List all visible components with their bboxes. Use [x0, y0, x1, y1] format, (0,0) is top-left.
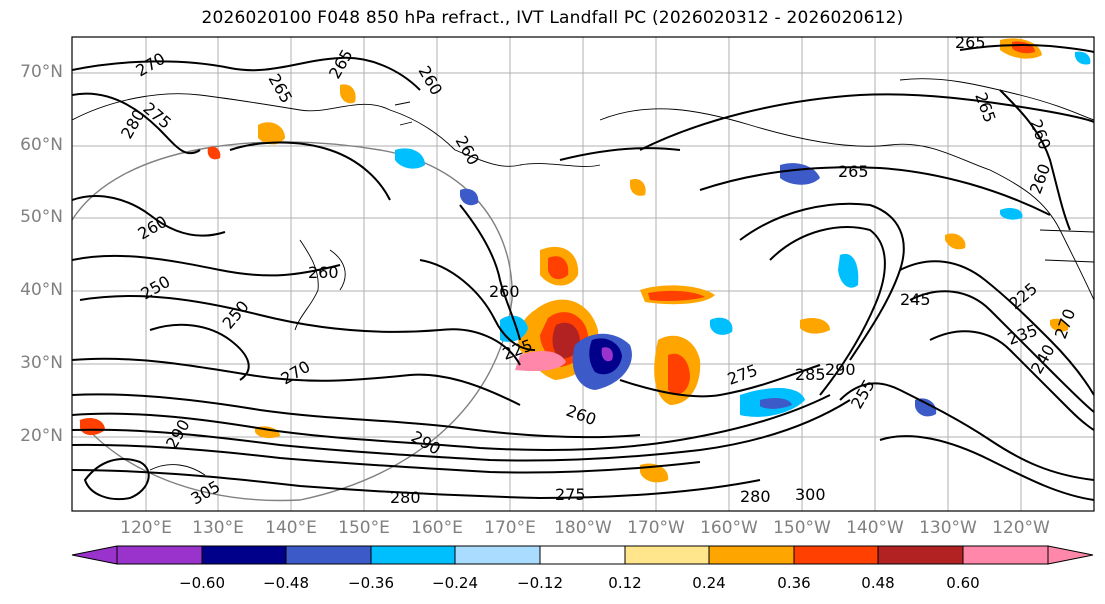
colorbar-tick: 0.24	[692, 574, 726, 592]
colorbar-tick: −0.12	[517, 574, 563, 592]
colorbar-tick: 0.48	[861, 574, 895, 592]
contour-label: 265	[955, 33, 986, 52]
contour-label: 245	[900, 290, 931, 309]
contour-label: 280	[390, 488, 421, 507]
lon-label: 120°E	[120, 518, 172, 538]
lon-label: 170°W	[627, 518, 685, 538]
coastlines	[72, 78, 1094, 476]
colorbar-extend-right	[1047, 545, 1094, 565]
lat-label: 20°N	[20, 426, 63, 446]
lon-label: 140°E	[265, 518, 317, 538]
map-frame	[71, 36, 1095, 512]
colorbar-tick: −0.36	[348, 574, 394, 592]
shaded-anomalies	[80, 38, 1091, 483]
lat-label: 60°N	[20, 135, 63, 155]
contour-label: 260	[308, 263, 339, 282]
colorbar-bin	[624, 545, 710, 565]
contour-label: 285	[795, 365, 826, 384]
contour-label: 275	[555, 485, 586, 504]
contour-label: 265	[838, 162, 869, 181]
lon-label: 160°W	[700, 518, 758, 538]
lat-label: 70°N	[20, 62, 63, 82]
lon-label: 130°W	[919, 518, 977, 538]
colorbar-tick: 0.12	[608, 574, 642, 592]
lon-label: 120°W	[992, 518, 1050, 538]
colorbar-bin	[793, 545, 879, 565]
lon-label: 180°W	[554, 518, 612, 538]
colorbar-tick: 0.36	[777, 574, 811, 592]
colorbar-bin	[708, 545, 795, 565]
colorbar-bin	[454, 545, 541, 565]
colorbar	[71, 545, 1094, 565]
colorbar-tick: −0.48	[263, 574, 309, 592]
contour-label: 260	[489, 282, 520, 301]
lon-label: 130°E	[192, 518, 244, 538]
colorbar-bin	[285, 545, 372, 565]
colorbar-bin	[116, 545, 203, 565]
colorbar-bin	[539, 545, 626, 565]
lon-label: 150°E	[338, 518, 390, 538]
colorbar-tick: 0.60	[946, 574, 980, 592]
contour-label: 290	[825, 360, 856, 379]
lon-label: 140°W	[846, 518, 904, 538]
colorbar-bin	[370, 545, 456, 565]
contour-label: 300	[795, 485, 826, 504]
lat-label: 50°N	[20, 207, 63, 227]
lon-label: 150°W	[773, 518, 831, 538]
contour-lines	[72, 44, 1094, 501]
colorbar-bin	[962, 545, 1049, 565]
colorbar-tick: −0.24	[432, 574, 478, 592]
colorbar-extend-left	[71, 545, 118, 565]
lat-label: 30°N	[20, 353, 63, 373]
region-outline	[72, 141, 513, 502]
lat-lon-grid	[72, 37, 1094, 511]
lon-label: 170°E	[484, 518, 536, 538]
colorbar-tick: −0.60	[179, 574, 225, 592]
lat-label: 40°N	[20, 280, 63, 300]
contour-label: 280	[740, 487, 771, 506]
colorbar-bin	[877, 545, 964, 565]
lon-label: 160°E	[411, 518, 463, 538]
map-title: 2026020100 F048 850 hPa refract., IVT La…	[201, 8, 904, 28]
colorbar-bin	[201, 545, 287, 565]
